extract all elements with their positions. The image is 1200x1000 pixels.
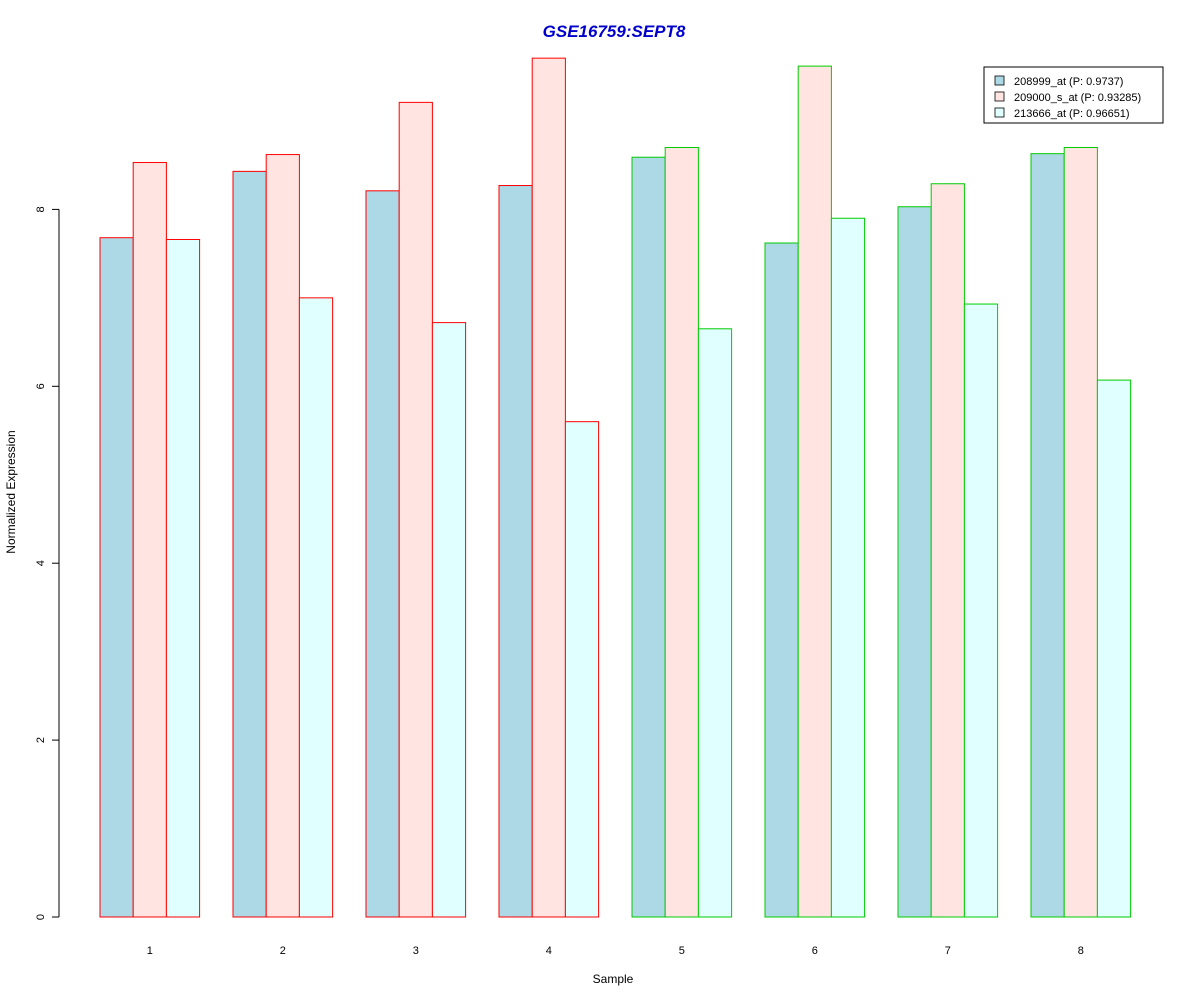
- y-tick-label: 6: [35, 383, 47, 389]
- bar-7-series-2: [930, 183, 965, 918]
- bar-6-series-2: [797, 65, 832, 918]
- bar-5-series-2: [664, 146, 699, 918]
- x-tick-label: 5: [679, 945, 685, 957]
- bar-6-series-1: [764, 242, 799, 918]
- legend-swatch: [994, 107, 1005, 118]
- x-tick-label: 1: [147, 945, 153, 957]
- bar-2-series-1: [232, 170, 267, 918]
- bar-group-7: [897, 183, 999, 918]
- bars: [99, 57, 1132, 918]
- bar-1-series-1: [99, 237, 134, 918]
- bar-5-series-3: [697, 328, 733, 918]
- bar-group-6: [764, 65, 866, 918]
- bar-8-series-3: [1096, 379, 1132, 918]
- bar-8-series-1: [1030, 153, 1065, 918]
- y-axis: 0 2 4 6 8: [35, 206, 60, 920]
- x-tick-label: 6: [812, 945, 818, 957]
- bar-2-series-3: [298, 297, 334, 918]
- bar-group-8: [1030, 146, 1132, 918]
- bar-group-4: [498, 57, 600, 918]
- bar-group-3: [365, 101, 467, 918]
- x-tick-label: 7: [945, 945, 951, 957]
- x-tick-label: 4: [546, 945, 552, 957]
- bar-3-series-3: [431, 322, 467, 918]
- bar-5-series-1: [631, 156, 666, 918]
- bar-group-1: [99, 162, 201, 918]
- legend-entry: 213666_at (P: 0.96651): [1014, 108, 1130, 120]
- chart-title: GSE16759:SEPT8: [543, 22, 686, 41]
- x-axis-tick-labels: 1 2 3 4 5 6 7 8: [147, 945, 1084, 957]
- y-tick-label: 4: [35, 560, 47, 566]
- y-axis-label: Normalized Expression: [4, 430, 18, 553]
- x-tick-label: 8: [1078, 945, 1084, 957]
- bar-1-series-2: [132, 162, 167, 918]
- legend: 208999_at (P: 0.9737) 209000_s_at (P: 0.9…: [983, 66, 1164, 124]
- bar-2-series-2: [265, 154, 300, 918]
- bar-1-series-3: [165, 238, 201, 918]
- bar-4-series-3: [564, 421, 600, 918]
- bar-3-series-1: [365, 190, 400, 918]
- x-tick-label: 2: [280, 945, 286, 957]
- bar-6-series-3: [830, 217, 866, 918]
- legend-entry: 209000_s_at (P: 0.93285): [1014, 92, 1141, 104]
- legend-entry: 208999_at (P: 0.9737): [1014, 76, 1123, 88]
- bar-group-2: [232, 154, 334, 918]
- y-tick-label: 2: [35, 737, 47, 743]
- legend-swatch: [994, 75, 1005, 86]
- bar-4-series-1: [498, 185, 533, 918]
- y-tick-label: 8: [35, 206, 47, 212]
- bar-group-5: [631, 146, 733, 918]
- bar-3-series-2: [398, 101, 433, 918]
- bar-4-series-2: [531, 57, 566, 918]
- legend-swatch: [994, 91, 1005, 102]
- bar-7-series-1: [897, 206, 932, 918]
- bar-8-series-2: [1063, 146, 1098, 918]
- x-axis-label: Sample: [593, 972, 634, 986]
- bar-7-series-3: [963, 303, 999, 918]
- y-tick-label: 0: [35, 914, 47, 920]
- x-tick-label: 3: [413, 945, 419, 957]
- legend-box: [983, 66, 1164, 124]
